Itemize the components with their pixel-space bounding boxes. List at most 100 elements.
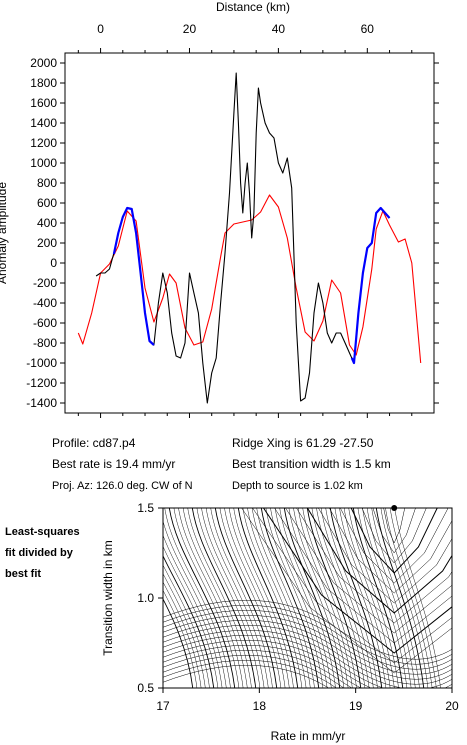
- side-note: Least-squares fit divided by best fit: [5, 526, 80, 580]
- contour-line-diagonal: [385, 508, 433, 688]
- profile-ytick-label: 1000: [30, 156, 57, 170]
- contour-line-diagonal: [316, 508, 370, 688]
- contour-chart: 17 18 19 20 0.5 1.0 1.5 Rate in mm/yr Transit…: [101, 501, 459, 743]
- contour-xtick-label: 17: [156, 699, 170, 713]
- profile-ytick-label: 0: [50, 256, 57, 270]
- profile-ytick-label: -800: [33, 336, 57, 350]
- contour-line-chevron: [262, 508, 452, 654]
- profile-xtick-label: 20: [183, 22, 197, 36]
- contour-line-diagonal: [348, 508, 399, 688]
- contour-line-diagonal: [163, 589, 198, 688]
- contour-line-chevron: [306, 508, 452, 614]
- profile-xtick-label: 0: [97, 22, 104, 36]
- contour-xtick-label: 19: [349, 699, 363, 713]
- contour-line-diagonal: [343, 508, 395, 688]
- profile-lines: [77, 72, 422, 404]
- contour-line-chevron: [252, 508, 452, 664]
- contour-line-diagonal: [389, 508, 437, 688]
- profile-x-ticks: 0 20 40 60: [77, 22, 413, 418]
- contour-line-diagonal: [224, 508, 286, 688]
- profile-ytick-label: -1400: [26, 396, 57, 410]
- info-profile: Profile: cd87.p4: [52, 436, 136, 450]
- profile-series-blue-3: [350, 206, 391, 365]
- contour-xtick-label: 20: [445, 699, 459, 713]
- contour-y-ticks: 0.5 1.0 1.5: [137, 501, 163, 695]
- contour-line-diagonal: [163, 520, 227, 688]
- contour-line-chevron: [274, 508, 452, 644]
- contour-line-chevron: [339, 508, 449, 584]
- contour-line-diagonal: [302, 508, 357, 688]
- contour-line-diagonal: [320, 508, 374, 688]
- contour-line-diagonal: [283, 508, 341, 688]
- side-note-line2: fit divided by: [5, 547, 74, 559]
- profile-series-black-1: [95, 72, 390, 404]
- profile-ytick-label: 1400: [30, 116, 57, 130]
- contour-line-chevron: [318, 508, 452, 604]
- profile-xtick-label: 40: [272, 22, 286, 36]
- info-best-rate: Best rate is 19.4 mm/yr: [52, 457, 175, 471]
- profile-ytick-label: -1200: [26, 376, 57, 390]
- side-note-line3: best fit: [5, 568, 41, 580]
- contour-line-lower: [163, 634, 452, 688]
- profile-ytick-label: 600: [37, 196, 57, 210]
- contour-line-chevron: [285, 508, 452, 634]
- contour-line-diagonal: [362, 508, 412, 688]
- contour-line-lower: [163, 629, 452, 688]
- contour-line-chevron: [372, 508, 416, 554]
- profile-series-red-0: [77, 194, 422, 364]
- contour-line-lower: [163, 639, 372, 688]
- contour-line-diagonal: [163, 573, 206, 688]
- contour-line-diagonal: [163, 581, 202, 688]
- contour-line-diagonal: [265, 508, 324, 688]
- contour-line-diagonal: [339, 508, 391, 688]
- contour-x-ticks: 17 18 19 20: [156, 688, 459, 713]
- contour-line-diagonal: [394, 508, 441, 688]
- contour-ytick-label: 1.5: [137, 501, 154, 515]
- profile-ytick-label: 200: [37, 236, 57, 250]
- contour-line-diagonal: [214, 508, 278, 688]
- profile-xtick-label: 60: [361, 22, 375, 36]
- contour-line-diagonal: [163, 564, 210, 688]
- contour-line-diagonal: [237, 508, 299, 688]
- contour-line-lower: [163, 599, 452, 660]
- contour-line-diagonal: [375, 508, 425, 688]
- profile-ylabel: Anomaly amplitude: [0, 182, 9, 284]
- contour-line-chevron: [361, 508, 427, 564]
- contour-line-diagonal: [242, 508, 303, 688]
- contour-line-diagonal: [357, 508, 408, 688]
- contour-line-diagonal: [366, 508, 416, 688]
- contour-line-lower: [163, 664, 330, 688]
- contour-lines: [163, 508, 452, 688]
- contour-line-diagonal: [256, 508, 315, 688]
- profile-plot-frame: [64, 52, 435, 414]
- contour-line-chevron: [241, 508, 452, 674]
- contour-line-chevron: [329, 508, 452, 594]
- contour-line-diagonal: [288, 508, 345, 688]
- profile-ytick-label: -400: [33, 296, 57, 310]
- profile-ytick-label: 1200: [30, 136, 57, 150]
- contour-line-chevron: [350, 508, 438, 574]
- contour-line-diagonal: [196, 508, 261, 688]
- contour-line-diagonal: [210, 508, 273, 688]
- profile-xlabel: Distance (km): [216, 0, 290, 14]
- contour-line-lower: [163, 654, 345, 688]
- contour-line-diagonal: [173, 508, 240, 688]
- profile-ytick-label: -600: [33, 316, 57, 330]
- profile-series-blue-2: [112, 206, 155, 346]
- contour-line-diagonal: [163, 545, 219, 688]
- profile-ytick-label: -200: [33, 276, 57, 290]
- best-fit-marker: [391, 505, 398, 511]
- contour-line-diagonal: [228, 508, 290, 688]
- profile-ytick-label: 1800: [30, 76, 57, 90]
- profile-ytick-label: 2000: [30, 56, 57, 70]
- contour-line-lower: [163, 614, 452, 675]
- contour-line-diagonal: [182, 508, 248, 688]
- info-ridge: Ridge Xing is 61.29 -27.50: [232, 436, 374, 450]
- profile-chart: Distance (km) Anomaly amplitude 0 20 40 60 …: [0, 0, 439, 418]
- contour-line-diagonal: [371, 508, 420, 688]
- contour-ylabel: Transition width in km: [101, 540, 115, 656]
- contour-xtick-label: 18: [253, 699, 267, 713]
- contour-line-chevron: [296, 508, 452, 624]
- profile-ytick-label: -1000: [26, 356, 57, 370]
- contour-line-diagonal: [191, 508, 257, 688]
